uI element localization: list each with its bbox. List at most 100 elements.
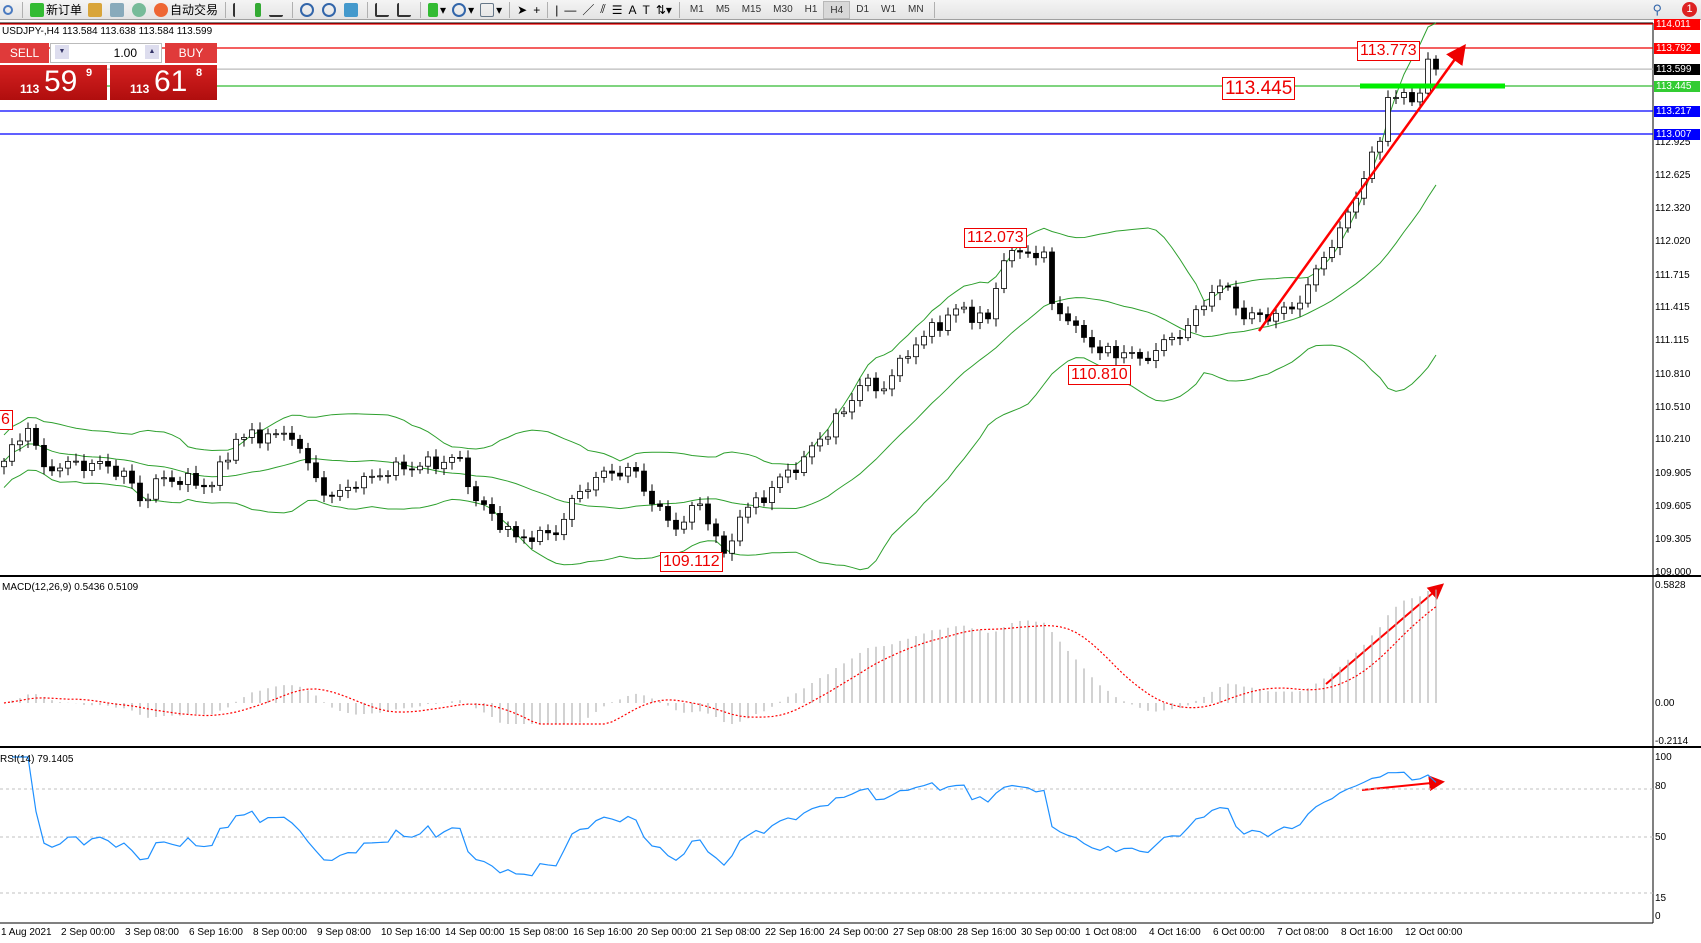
time-axis-label: 22 Sep 16:00 — [765, 927, 825, 938]
new-order-label: 新订单 — [46, 3, 83, 17]
rsi-axis-100: 100 — [1655, 752, 1672, 763]
candle-body — [849, 400, 855, 413]
candlestick-icon — [255, 2, 262, 17]
candle-body — [433, 456, 439, 470]
candle-body — [209, 484, 215, 488]
timeframe-w1[interactable]: W1 — [881, 3, 897, 15]
macd-axis-max: 0.5828 — [1655, 580, 1686, 591]
buy-price[interactable]: 113 61 8 — [110, 65, 217, 100]
candle-body — [297, 438, 303, 449]
new-order-button[interactable]: 新订单 — [27, 1, 85, 19]
candle-body — [1169, 336, 1175, 341]
volume-increase-button[interactable]: ▲ — [145, 45, 159, 59]
crosshair-button[interactable]: + — [530, 1, 543, 19]
candle-body — [345, 486, 351, 491]
candle-body — [1017, 250, 1023, 253]
search-button[interactable] — [0, 1, 18, 19]
buy-button[interactable]: BUY — [165, 43, 217, 63]
navigator-button[interactable] — [107, 1, 129, 19]
price-label-trough[interactable]: 110.810 — [1068, 365, 1131, 385]
candle-body — [905, 356, 911, 359]
notification-badge[interactable]: 1 — [1682, 2, 1697, 17]
channel-button[interactable]: ⫽ — [597, 1, 608, 19]
timeframe-d1[interactable]: D1 — [856, 3, 870, 15]
candle-body — [1089, 337, 1095, 348]
candle-chart-button[interactable] — [252, 1, 266, 19]
candle-body — [273, 433, 279, 436]
search-icon[interactable]: ⚲ — [1652, 1, 1662, 17]
candle-body — [49, 466, 55, 472]
candle-body — [1025, 251, 1031, 254]
sell-price-fraction: 9 — [86, 67, 93, 79]
candle-body — [1217, 285, 1223, 293]
indicators-button[interactable]: ▾ — [425, 1, 449, 19]
macd-axis-min: -0.2114 — [1655, 736, 1689, 747]
candle-body — [1369, 151, 1375, 179]
candle-body — [217, 461, 223, 486]
price-label-peak[interactable]: 112.073 — [964, 228, 1027, 248]
price-axis-label: 110.810 — [1655, 368, 1691, 380]
price-label-low[interactable]: 109.112 — [660, 552, 723, 572]
chart-shift-button[interactable] — [394, 1, 416, 19]
periods-button[interactable]: ▾ — [449, 1, 477, 19]
chart-area[interactable] — [0, 20, 1701, 943]
zoom-in-button[interactable] — [297, 1, 319, 19]
sell-price[interactable]: 113 59 9 — [0, 65, 107, 100]
candle-body — [729, 540, 735, 554]
candle-body — [585, 489, 591, 492]
vertical-line-button[interactable]: | — [552, 1, 561, 19]
candle-body — [529, 537, 535, 542]
cursor-icon: ➤ — [517, 2, 528, 17]
price-label-cut[interactable]: 6 — [0, 410, 13, 430]
price-label-high[interactable]: 113.773 — [1357, 41, 1420, 61]
tile-windows-button[interactable] — [341, 1, 363, 19]
buy-price-fraction: 8 — [196, 67, 203, 79]
candle-body — [977, 312, 983, 323]
rsi-axis-50: 50 — [1655, 832, 1667, 843]
time-axis-label: 16 Sep 16:00 — [573, 927, 633, 938]
candle-body — [1009, 250, 1015, 262]
candle-body — [761, 497, 767, 503]
bollinger-lower-band — [3, 344, 1437, 571]
price-label-support[interactable]: 113.445 — [1222, 77, 1296, 100]
time-axis-label: 9 Sep 08:00 — [317, 927, 371, 938]
text-button[interactable]: A — [625, 1, 639, 19]
signal-button[interactable] — [129, 1, 151, 19]
candle-body — [1297, 302, 1303, 310]
candle-body — [193, 473, 199, 486]
timeframe-m1[interactable]: M1 — [689, 3, 704, 15]
candle-body — [889, 375, 895, 390]
zoom-out-button[interactable] — [319, 1, 341, 19]
candle-body — [937, 322, 943, 331]
horizontal-line-button[interactable]: — — [561, 1, 579, 19]
candle-body — [513, 526, 519, 538]
cursor-button[interactable]: ➤ — [514, 1, 530, 19]
market-watch-button[interactable] — [85, 1, 107, 19]
sell-button[interactable]: SELL — [0, 43, 49, 63]
candle-body — [617, 472, 623, 477]
candle-body — [553, 532, 559, 536]
fibonacci-button[interactable]: ☰ — [609, 1, 626, 19]
trendline-button[interactable]: ／ — [579, 1, 597, 19]
timeframe-mn[interactable]: MN — [908, 3, 924, 15]
candle-body — [1209, 292, 1215, 307]
timeframe-m30[interactable]: M30 — [773, 3, 793, 15]
arrows-button[interactable]: ⇅▾ — [653, 1, 675, 19]
rsi-line — [12, 756, 1437, 877]
label-button[interactable]: T — [639, 1, 652, 19]
bar-chart-button[interactable] — [230, 1, 252, 19]
timeframe-m5[interactable]: M5 — [715, 3, 730, 15]
auto-trading-button[interactable]: 自动交易 — [151, 1, 221, 19]
timeframe-h1[interactable]: H1 — [804, 3, 818, 15]
candle-body — [1425, 58, 1431, 94]
volume-decrease-button[interactable]: ▼ — [55, 45, 69, 59]
timeframe-m15[interactable]: M15 — [741, 3, 762, 15]
templates-button[interactable]: ▾ — [477, 1, 505, 19]
signal-icon — [132, 2, 147, 17]
auto-scroll-button[interactable] — [372, 1, 394, 19]
candle-body — [377, 475, 383, 478]
timeframe-h4[interactable]: H4 — [823, 0, 851, 19]
candle-body — [401, 461, 407, 470]
volume-input[interactable]: 1.00 — [50, 43, 162, 63]
line-chart-button[interactable] — [266, 1, 288, 19]
